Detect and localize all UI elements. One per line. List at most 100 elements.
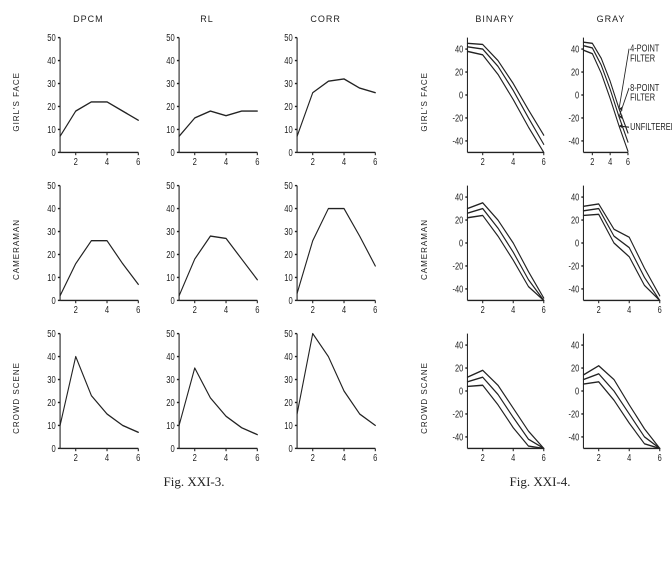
svg-text:4: 4 bbox=[511, 156, 515, 167]
svg-text:0: 0 bbox=[51, 147, 55, 158]
svg-text:4: 4 bbox=[105, 452, 109, 463]
svg-text:10: 10 bbox=[285, 420, 294, 431]
svg-text:30: 30 bbox=[285, 226, 294, 237]
chart-panel: 01020304050246 bbox=[153, 180, 262, 320]
svg-text:20: 20 bbox=[455, 67, 463, 78]
svg-text:-40: -40 bbox=[568, 283, 579, 294]
svg-text:UNFILTERED: UNFILTERED bbox=[630, 121, 672, 132]
svg-text:40: 40 bbox=[455, 340, 463, 351]
svg-text:-20: -20 bbox=[452, 112, 463, 123]
svg-text:4: 4 bbox=[511, 304, 515, 315]
svg-text:10: 10 bbox=[166, 420, 175, 431]
svg-text:20: 20 bbox=[455, 363, 463, 374]
svg-text:4: 4 bbox=[224, 452, 228, 463]
svg-text:30: 30 bbox=[47, 78, 56, 89]
svg-text:20: 20 bbox=[455, 215, 463, 226]
col-header-corr: CORR bbox=[271, 14, 380, 24]
svg-text:20: 20 bbox=[166, 249, 175, 260]
svg-text:6: 6 bbox=[255, 156, 259, 167]
svg-text:-40: -40 bbox=[568, 431, 579, 442]
chart-panel: 01020304050246 bbox=[34, 328, 143, 468]
svg-text:50: 50 bbox=[285, 180, 294, 191]
svg-text:-20: -20 bbox=[452, 260, 463, 271]
chart-panel: 01020304050246 bbox=[271, 180, 380, 320]
chart-panel: 01020304050246 bbox=[153, 328, 262, 468]
svg-text:10: 10 bbox=[285, 272, 294, 283]
svg-text:40: 40 bbox=[571, 340, 579, 351]
svg-text:30: 30 bbox=[285, 374, 294, 385]
svg-text:6: 6 bbox=[658, 452, 662, 463]
svg-text:10: 10 bbox=[285, 124, 294, 135]
chart-panel: -40-2002040246 bbox=[442, 180, 548, 320]
svg-text:6: 6 bbox=[374, 156, 378, 167]
row-header: CAMERAMAN bbox=[420, 219, 429, 280]
svg-text:2: 2 bbox=[311, 304, 315, 315]
svg-text:6: 6 bbox=[255, 304, 259, 315]
svg-text:20: 20 bbox=[285, 249, 294, 260]
svg-text:20: 20 bbox=[285, 101, 294, 112]
svg-text:50: 50 bbox=[166, 32, 175, 43]
svg-text:10: 10 bbox=[47, 272, 56, 283]
chart-panel: -40-2002040246 bbox=[558, 180, 664, 320]
svg-text:4: 4 bbox=[342, 452, 346, 463]
svg-text:0: 0 bbox=[289, 147, 293, 158]
svg-text:50: 50 bbox=[47, 32, 56, 43]
svg-text:30: 30 bbox=[47, 226, 56, 237]
svg-text:30: 30 bbox=[285, 78, 294, 89]
svg-text:2: 2 bbox=[192, 304, 196, 315]
svg-text:20: 20 bbox=[47, 397, 56, 408]
svg-text:0: 0 bbox=[51, 443, 55, 454]
svg-text:40: 40 bbox=[47, 55, 56, 66]
svg-text:6: 6 bbox=[542, 452, 546, 463]
figure-xxi-3: DPCM RL CORR GIRL'S FACE0102030405024601… bbox=[8, 10, 380, 490]
svg-text:40: 40 bbox=[455, 44, 463, 55]
svg-text:4: 4 bbox=[105, 156, 109, 167]
svg-text:6: 6 bbox=[658, 304, 662, 315]
svg-text:50: 50 bbox=[285, 32, 294, 43]
svg-text:40: 40 bbox=[285, 351, 294, 362]
svg-text:6: 6 bbox=[136, 452, 140, 463]
svg-text:-20: -20 bbox=[568, 112, 579, 123]
chart-panel: -40-20020402464-POINTFILTER8-POINTFILTER… bbox=[558, 32, 664, 172]
caption-right: Fig. XXI-4. bbox=[509, 474, 570, 490]
svg-text:40: 40 bbox=[571, 192, 579, 203]
svg-text:2: 2 bbox=[192, 156, 196, 167]
svg-text:50: 50 bbox=[166, 180, 175, 191]
svg-text:10: 10 bbox=[166, 272, 175, 283]
svg-text:10: 10 bbox=[47, 420, 56, 431]
svg-text:2: 2 bbox=[597, 304, 601, 315]
caption-left: Fig. XXI-3. bbox=[163, 474, 224, 490]
page-root: DPCM RL CORR GIRL'S FACE0102030405024601… bbox=[0, 0, 672, 562]
svg-text:30: 30 bbox=[47, 374, 56, 385]
svg-text:30: 30 bbox=[166, 226, 175, 237]
corner-blank bbox=[416, 10, 432, 24]
svg-text:40: 40 bbox=[285, 203, 294, 214]
corner-blank bbox=[8, 10, 24, 24]
svg-text:20: 20 bbox=[285, 397, 294, 408]
svg-text:10: 10 bbox=[47, 124, 56, 135]
svg-text:6: 6 bbox=[136, 156, 140, 167]
figure-right-grid: BINARY GRAY GIRL'S FACE-40-2002040246-40… bbox=[416, 10, 664, 468]
svg-text:20: 20 bbox=[47, 101, 56, 112]
svg-text:4: 4 bbox=[342, 156, 346, 167]
svg-text:-40: -40 bbox=[452, 431, 463, 442]
chart-panel: 01020304050246 bbox=[271, 328, 380, 468]
svg-text:0: 0 bbox=[459, 385, 463, 396]
svg-text:40: 40 bbox=[166, 203, 175, 214]
col-header-dpcm: DPCM bbox=[34, 14, 143, 24]
chart-panel: 01020304050246 bbox=[271, 32, 380, 172]
svg-text:0: 0 bbox=[289, 443, 293, 454]
svg-text:-40: -40 bbox=[452, 135, 463, 146]
svg-text:-40: -40 bbox=[452, 283, 463, 294]
svg-text:-20: -20 bbox=[452, 408, 463, 419]
svg-text:40: 40 bbox=[166, 351, 175, 362]
svg-text:20: 20 bbox=[571, 363, 579, 374]
svg-text:0: 0 bbox=[170, 443, 174, 454]
svg-text:4: 4 bbox=[224, 304, 228, 315]
svg-text:4: 4 bbox=[224, 156, 228, 167]
svg-text:0: 0 bbox=[575, 89, 579, 100]
col-header-binary: BINARY bbox=[442, 14, 548, 24]
svg-text:2: 2 bbox=[481, 452, 485, 463]
svg-text:4: 4 bbox=[627, 304, 631, 315]
svg-text:2: 2 bbox=[311, 156, 315, 167]
